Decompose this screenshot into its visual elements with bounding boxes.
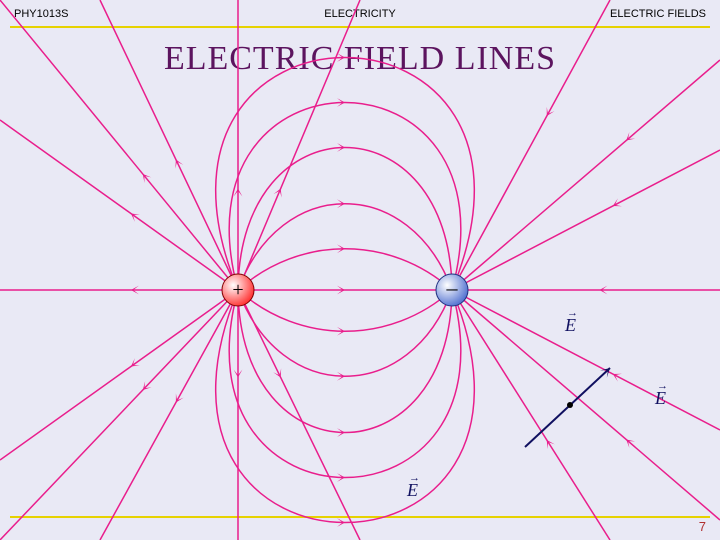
page-number: 7 — [699, 519, 706, 534]
slide: PHY1013S ELECTRICITY ELECTRIC FIELDS ELE… — [0, 0, 720, 540]
svg-text:–: – — [446, 275, 459, 300]
field-diagram: +– — [0, 0, 720, 540]
e-vector-label: →E — [565, 315, 576, 336]
e-vector-label: →E — [655, 388, 666, 409]
svg-text:+: + — [232, 279, 243, 301]
e-vector-label: →E — [407, 480, 418, 501]
